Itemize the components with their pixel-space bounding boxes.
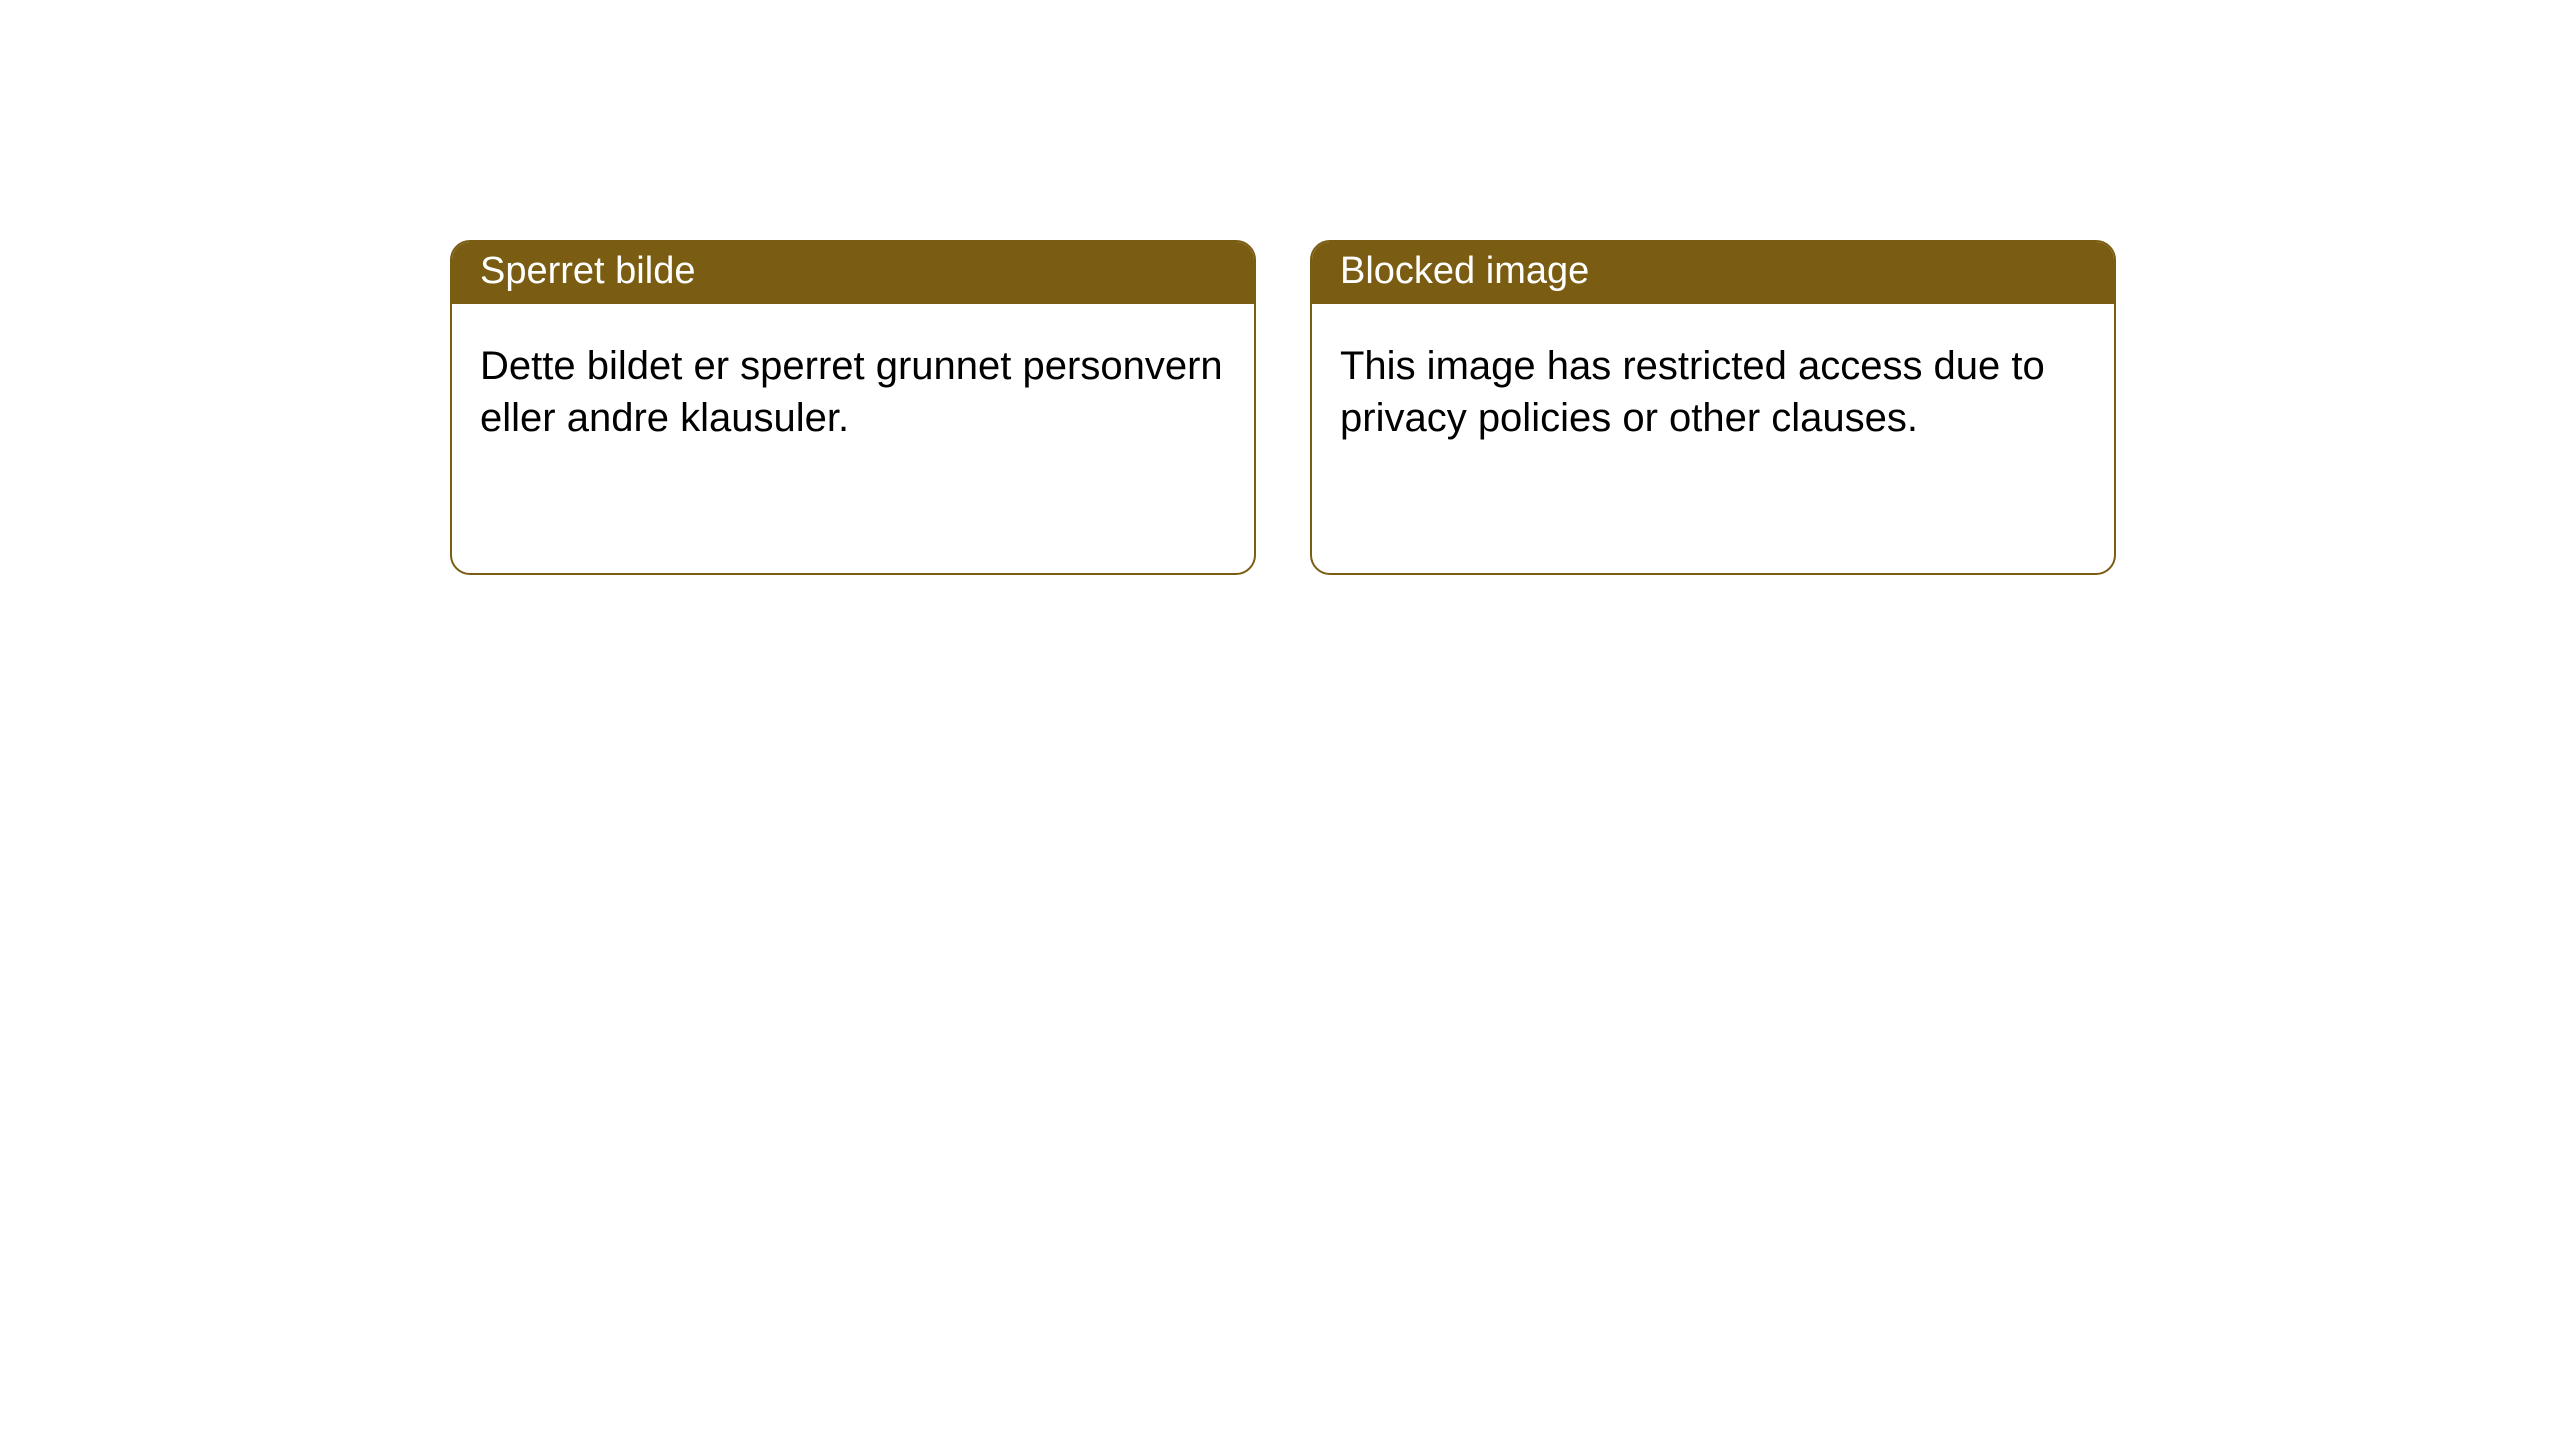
card-header: Blocked image: [1312, 242, 2114, 304]
card-title: Blocked image: [1340, 250, 1589, 293]
card-body: Dette bildet er sperret grunnet personve…: [452, 304, 1254, 480]
card-title: Sperret bilde: [480, 250, 695, 293]
notice-container: Sperret bilde Dette bildet er sperret gr…: [0, 0, 2560, 575]
card-body: This image has restricted access due to …: [1312, 304, 2114, 480]
notice-card-english: Blocked image This image has restricted …: [1310, 240, 2116, 575]
notice-card-norwegian: Sperret bilde Dette bildet er sperret gr…: [450, 240, 1256, 575]
card-message: Dette bildet er sperret grunnet personve…: [480, 344, 1223, 440]
card-header: Sperret bilde: [452, 242, 1254, 304]
card-message: This image has restricted access due to …: [1340, 344, 2045, 440]
